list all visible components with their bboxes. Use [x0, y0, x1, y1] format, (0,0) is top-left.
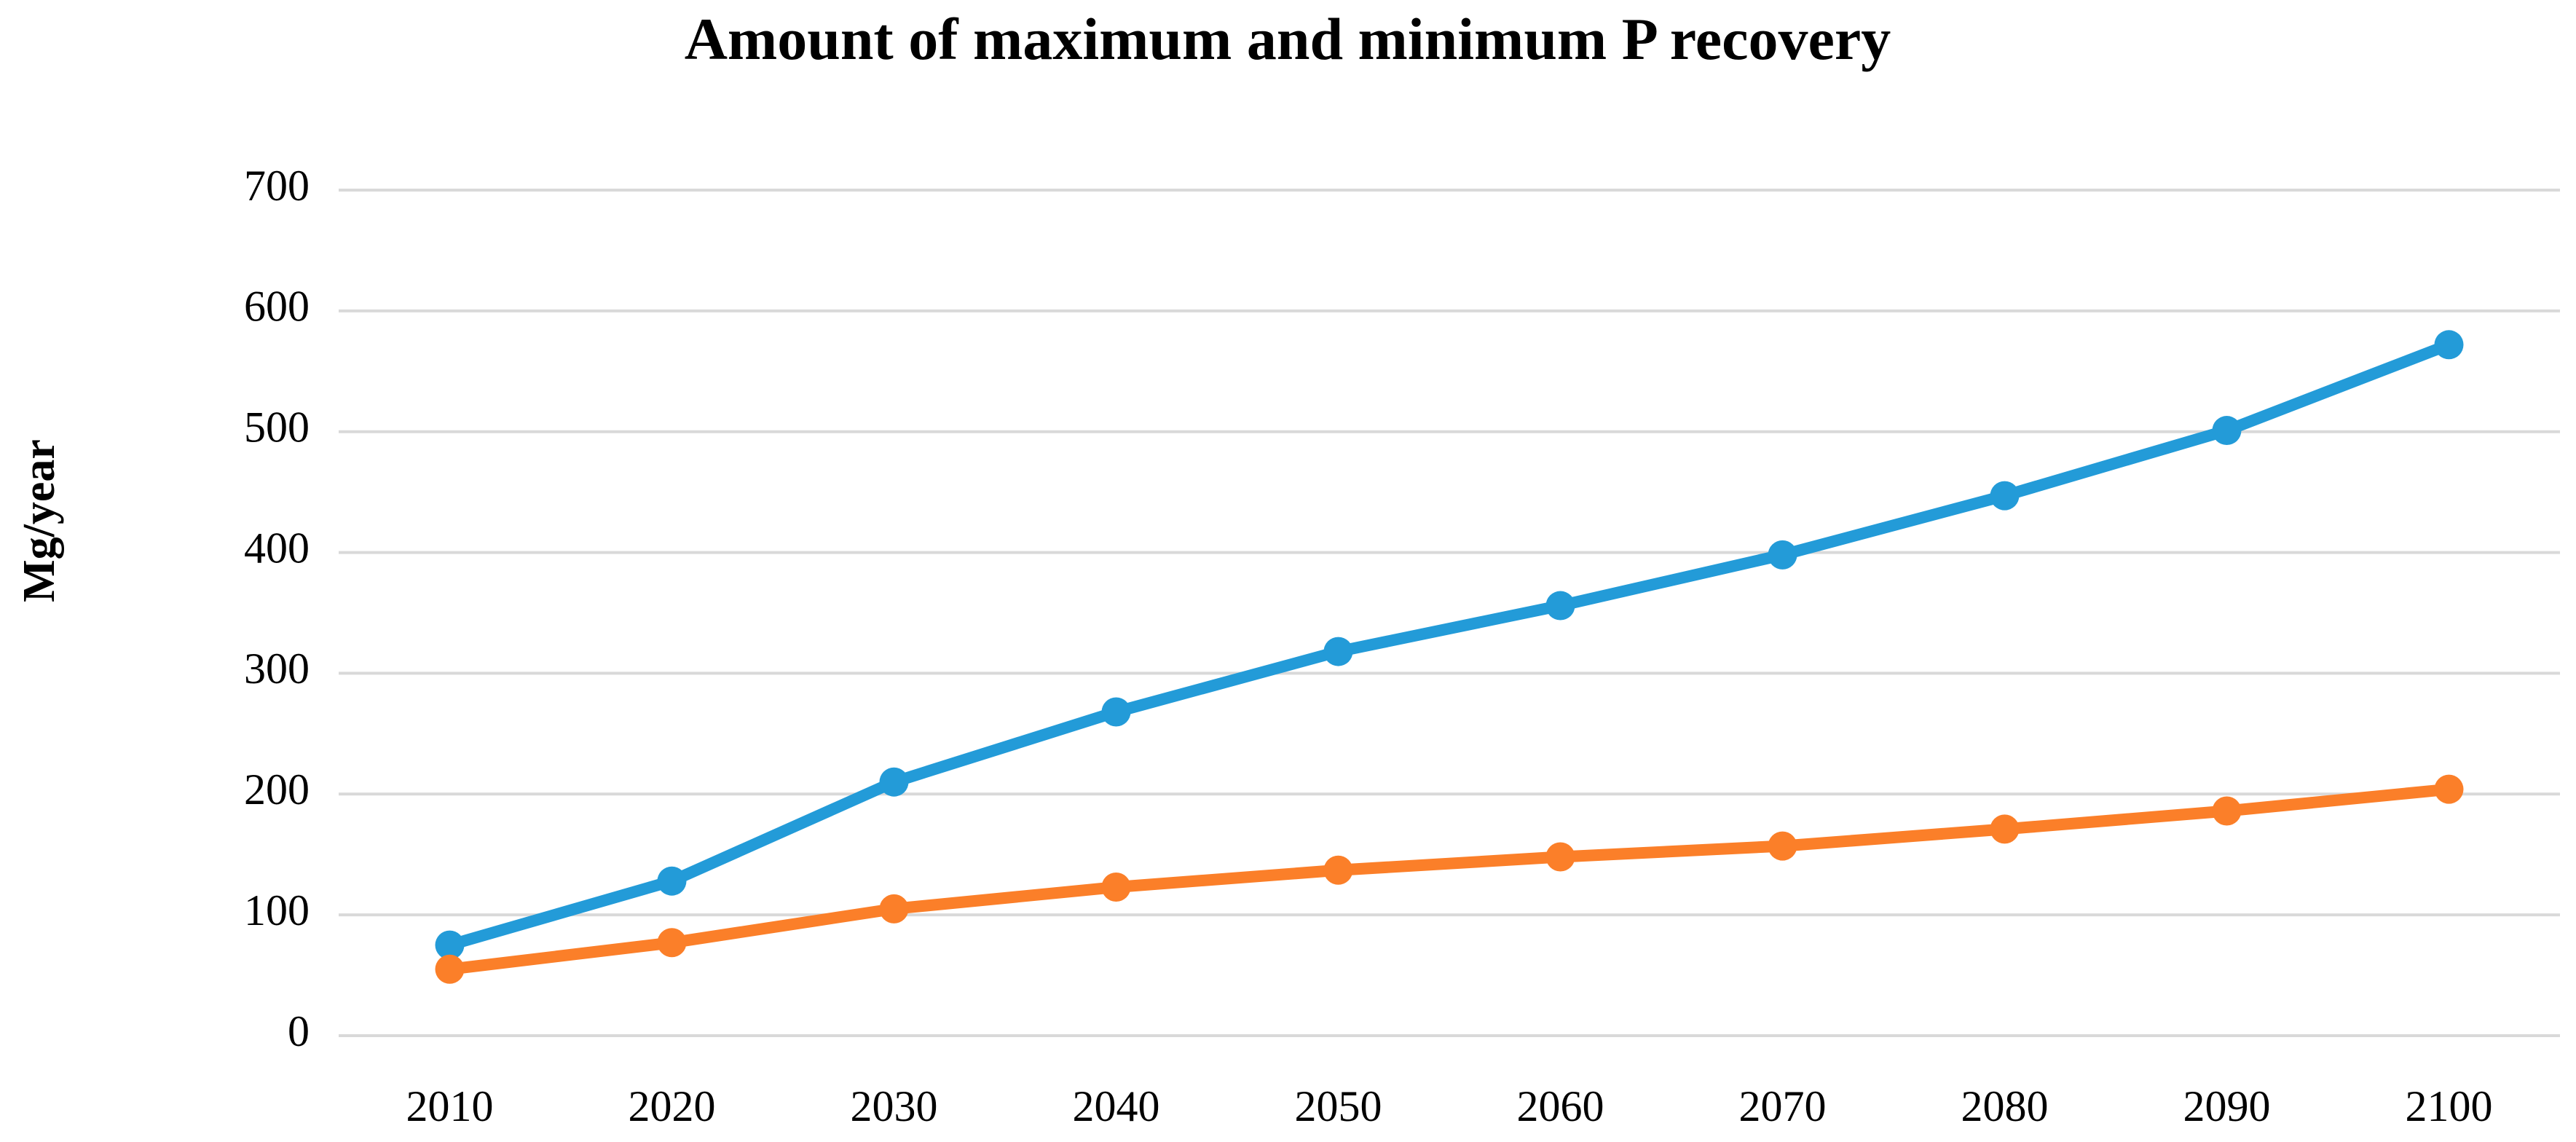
x-tick-label: 2080: [1961, 1082, 2049, 1130]
x-tick-label: 2100: [2406, 1082, 2493, 1130]
point-marker: [1768, 540, 1797, 570]
x-tick-label: 2040: [1073, 1082, 1160, 1130]
point-marker: [1101, 872, 1131, 902]
series-line: [448, 339, 2451, 951]
point-marker: [2212, 416, 2242, 446]
point-marker: [2434, 330, 2464, 360]
point-marker: [1545, 842, 1575, 872]
x-tick-label: 2090: [2183, 1082, 2271, 1130]
point-marker: [1545, 591, 1575, 621]
y-tick-label: 100: [244, 886, 310, 934]
point-marker: [657, 928, 687, 958]
y-tick-label: 500: [244, 403, 310, 451]
point-marker: [1323, 855, 1353, 885]
x-tick-label: 2070: [1739, 1082, 1827, 1130]
y-tick-label: 300: [244, 645, 310, 693]
x-tick-label: 2030: [851, 1082, 938, 1130]
point-marker: [1323, 637, 1353, 666]
point-marker: [1768, 831, 1797, 861]
y-tick-label: 700: [244, 162, 310, 210]
chart-title: Amount of maximum and minimum P recovery: [685, 6, 1891, 72]
y-tick-label: 600: [244, 283, 310, 331]
y-tick-label: 0: [288, 1007, 310, 1055]
y-axis-label: Mg/year: [15, 439, 64, 602]
y-tick-label: 200: [244, 765, 310, 814]
x-tick-label: 2020: [629, 1082, 716, 1130]
x-tick-label: 2060: [1517, 1082, 1604, 1130]
point-marker: [1990, 814, 2020, 844]
point-marker: [1101, 697, 1131, 727]
point-marker: [879, 894, 909, 924]
point-marker: [2434, 774, 2464, 804]
x-tick-label: 2010: [406, 1082, 494, 1130]
x-tick-label: 2050: [1295, 1082, 1382, 1130]
point-marker: [1990, 481, 2020, 511]
point-marker: [879, 767, 909, 797]
point-marker: [2212, 796, 2242, 826]
point-marker: [657, 866, 687, 896]
y-tick-label: 400: [244, 524, 310, 572]
point-marker: [435, 930, 465, 960]
point-marker: [435, 954, 465, 984]
series-line: [449, 783, 2450, 975]
